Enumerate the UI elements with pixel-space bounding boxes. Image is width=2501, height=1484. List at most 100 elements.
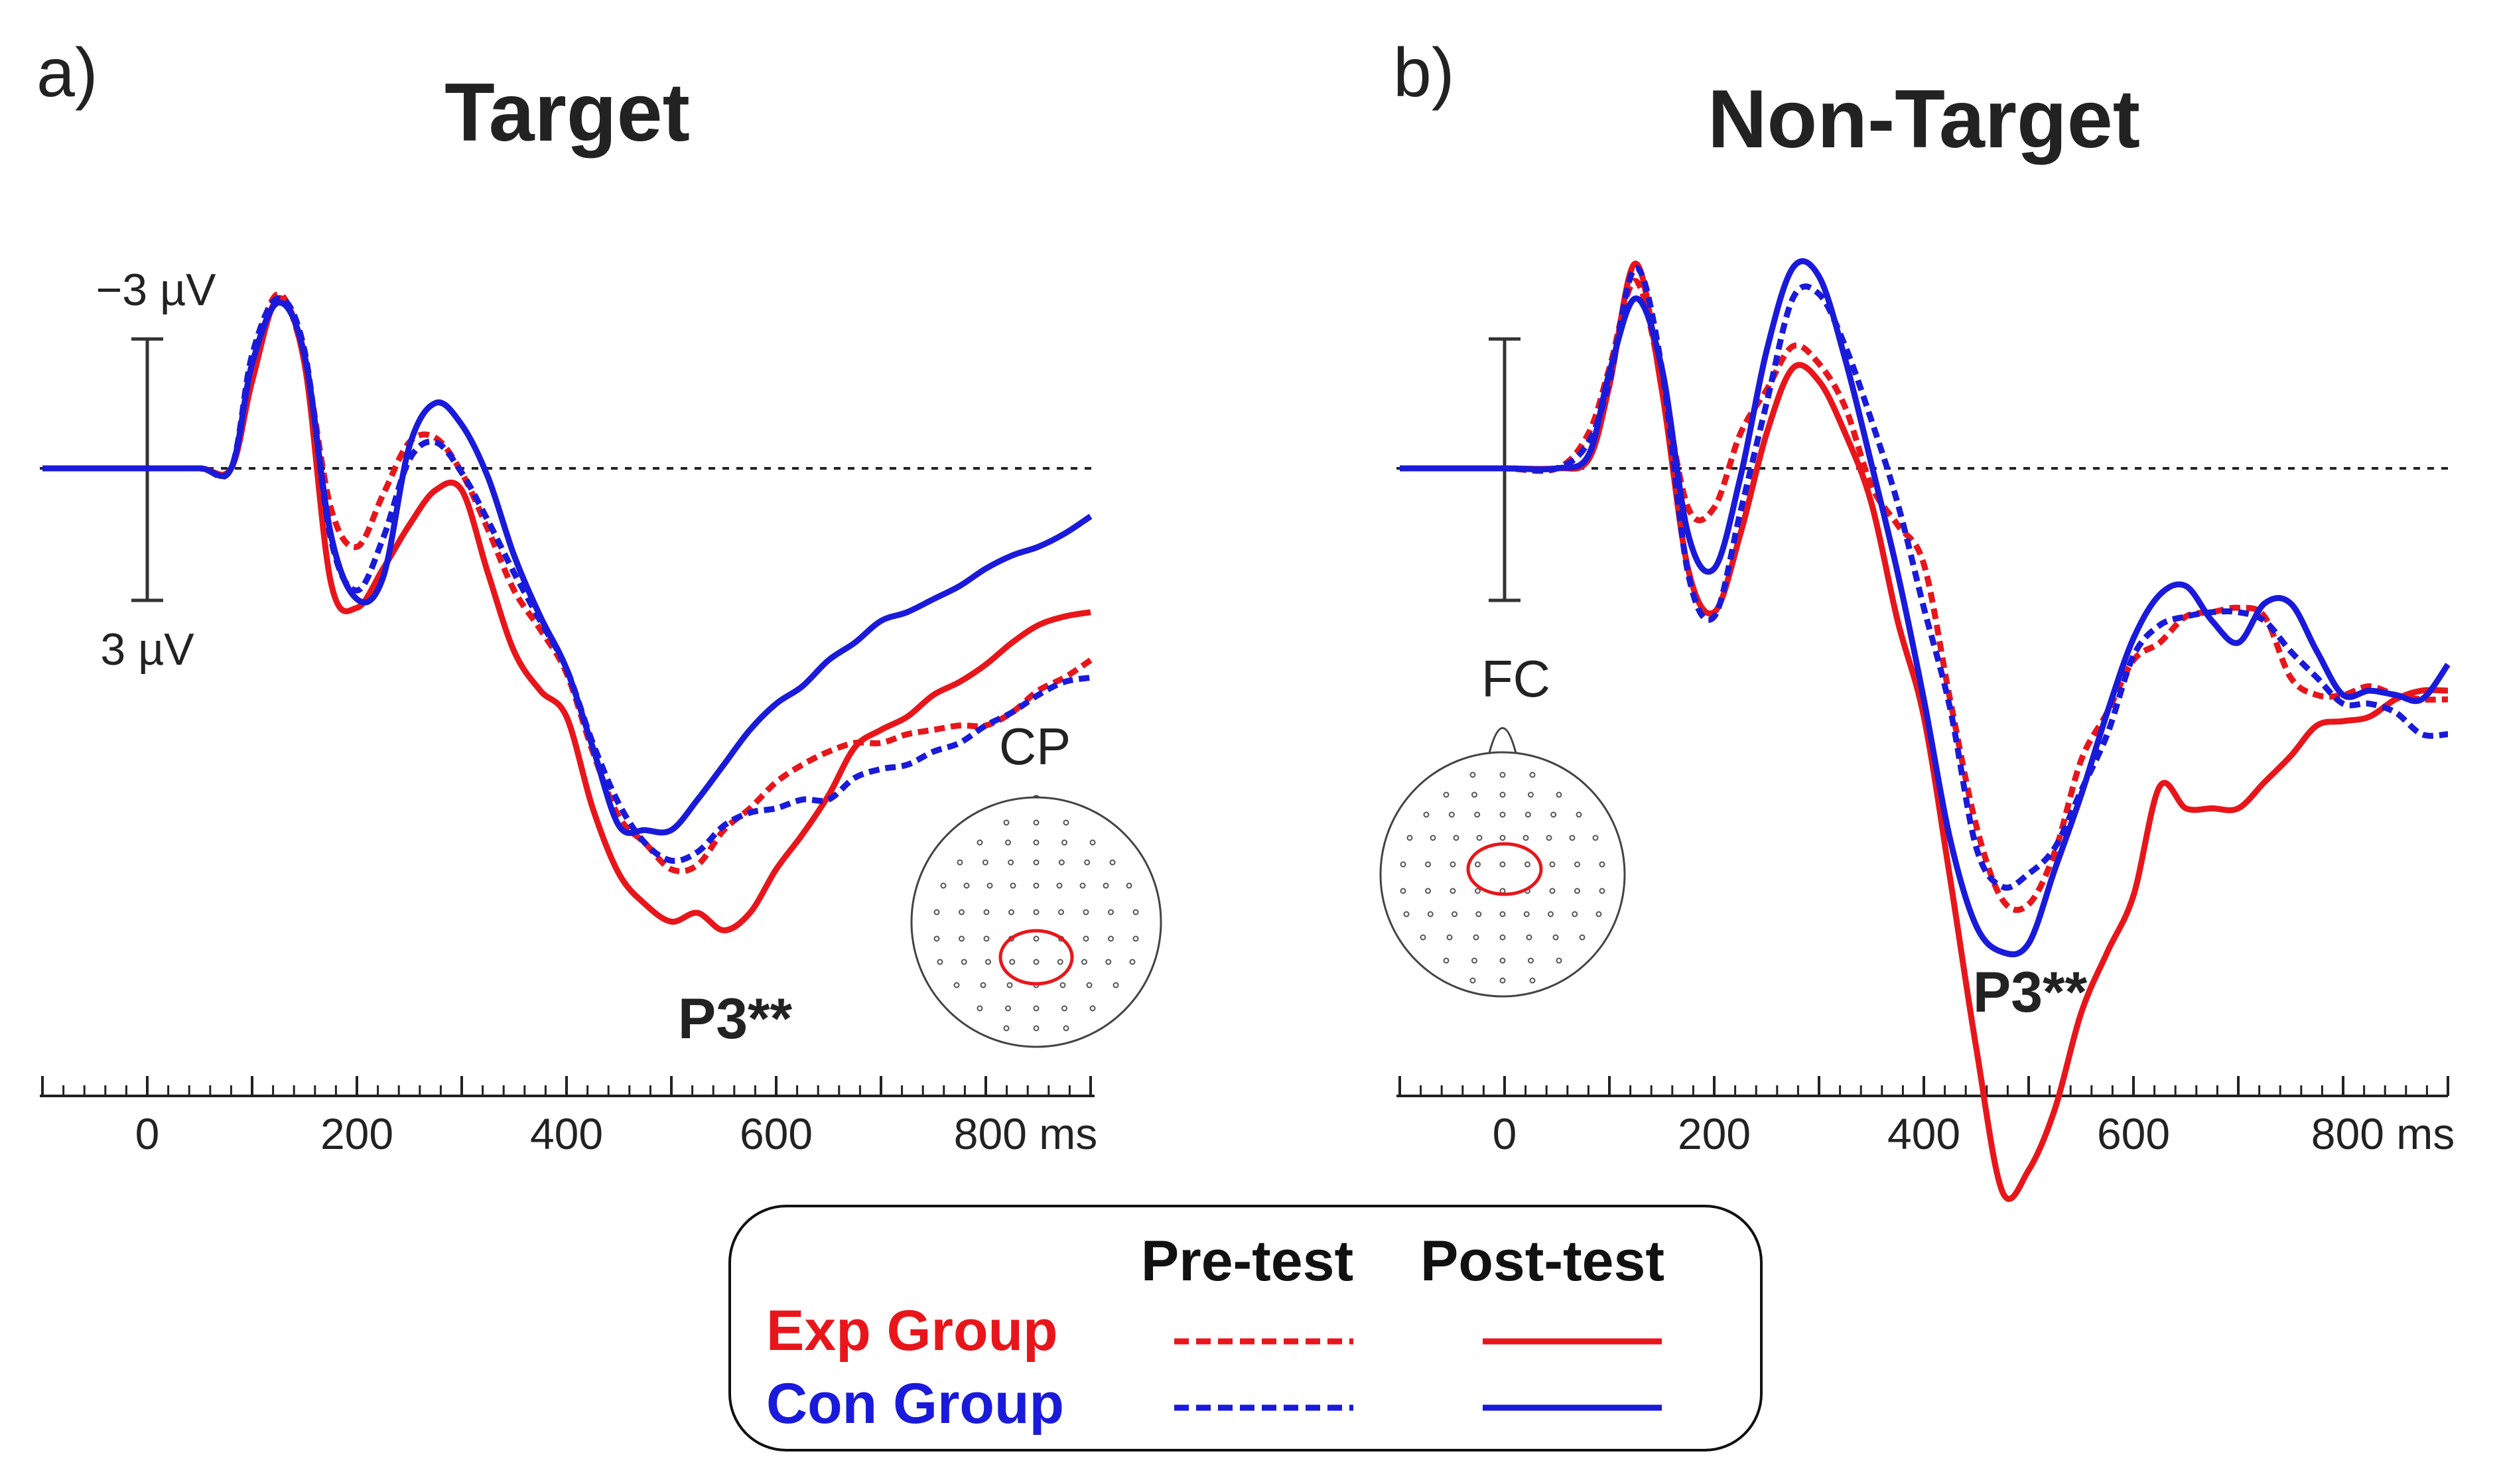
- electrode-dot: [1132, 935, 1139, 942]
- legend-header-post: Post-test: [1420, 1229, 1664, 1293]
- electrode-dot: [1499, 861, 1506, 868]
- electrode-dot: [957, 859, 963, 866]
- x-tick-label-b: 800 ms: [2311, 1109, 2455, 1158]
- electrode-dot: [1084, 859, 1091, 866]
- electrode-dot: [961, 959, 967, 965]
- x-tick-label-b: 200: [1678, 1109, 1751, 1158]
- electrode-dot: [1056, 882, 1063, 889]
- electrode-dot: [1113, 982, 1119, 988]
- electrode-dot: [1033, 1005, 1040, 1012]
- electrode-dot: [1033, 839, 1040, 846]
- electrode-dot: [1548, 911, 1554, 917]
- electrode-dot: [1453, 835, 1459, 841]
- x-tick-label-b: 600: [2097, 1109, 2170, 1158]
- electrode-dot: [1524, 861, 1530, 868]
- electrode-dot: [1599, 861, 1605, 868]
- electrode-dot: [1089, 1005, 1096, 1012]
- electrode-dot: [1499, 791, 1506, 798]
- region-label-fc: FC: [1481, 649, 1550, 708]
- electrode-dot: [1526, 934, 1532, 941]
- electrode-dot: [1499, 934, 1506, 941]
- x-tick-label-a: 800 ms: [954, 1109, 1097, 1158]
- electrode-dot: [1450, 888, 1456, 894]
- panel-title-nontarget: Non-Target: [1708, 74, 2140, 165]
- electrode-dot: [1033, 959, 1040, 965]
- electrode-dot: [1009, 959, 1016, 965]
- peak-label-a: P3**: [678, 987, 793, 1051]
- electrode-dot: [1592, 835, 1599, 841]
- electrode-dot: [1132, 909, 1139, 915]
- electrode-dot: [1522, 835, 1529, 841]
- electrode-dot: [1476, 835, 1483, 841]
- electrodes-a: [933, 819, 1139, 1032]
- roi-ellipse-fc: [1466, 842, 1543, 896]
- electrode-dot: [1443, 791, 1450, 798]
- waveform-con-pre-test-b: [1400, 265, 2449, 891]
- amp-label-top-a: −3 µV: [96, 265, 217, 315]
- scalp-map-cp: [910, 795, 1162, 1048]
- electrode-dot: [1430, 835, 1436, 841]
- electrode-dot: [1499, 911, 1506, 917]
- electrode-dot: [1546, 835, 1552, 841]
- electrode-dot: [1550, 811, 1557, 818]
- waveform-exp-post-test-a: [42, 295, 1091, 933]
- x-tick-label-a: 200: [320, 1109, 393, 1158]
- electrode-dot: [1529, 977, 1536, 984]
- electrode-dot: [1061, 1005, 1067, 1012]
- electrode-dot: [1063, 819, 1069, 826]
- electrode-dot: [1469, 772, 1476, 778]
- electrode-dot: [1475, 861, 1481, 868]
- electrode-dot: [1109, 859, 1116, 866]
- waveforms-target: [42, 291, 1093, 933]
- waveform-exp-pre-test-a: [42, 291, 1093, 874]
- electrode-dot: [1059, 982, 1066, 988]
- panel-letter-a: a): [36, 34, 98, 111]
- electrode-dot: [1529, 772, 1536, 778]
- waveform-exp-post-test-b: [1400, 260, 2449, 1202]
- electrode-dot: [1033, 882, 1040, 889]
- electrode-dot: [1499, 957, 1506, 964]
- electrode-dot: [1033, 859, 1040, 866]
- electrode-dot: [1579, 934, 1586, 941]
- electrode-dot: [1010, 882, 1016, 889]
- electrode-dot: [1569, 835, 1576, 841]
- electrode-dot: [1595, 911, 1602, 917]
- electrode-dot: [1475, 911, 1482, 917]
- electrode-dot: [1033, 1025, 1040, 1032]
- electrode-dot: [977, 1005, 983, 1012]
- x-axis-b: 0 200 400 600 800 ms: [1396, 1076, 2455, 1158]
- electrode-dot: [1524, 811, 1531, 818]
- electrode-dot: [1400, 861, 1406, 868]
- electrode-dot: [1033, 909, 1040, 915]
- electrode-dot: [986, 882, 993, 889]
- electrode-dot: [1108, 935, 1114, 942]
- electrode-dot: [1129, 959, 1136, 965]
- electrode-dot: [1008, 859, 1014, 866]
- electrode-dot: [1556, 957, 1562, 964]
- electrode-dot: [1061, 839, 1067, 846]
- electrode-dot: [1499, 977, 1506, 984]
- x-tick-label-b: 400: [1887, 1109, 1960, 1158]
- waveform-exp-pre-test-b: [1400, 278, 2449, 913]
- electrode-dot: [1450, 861, 1456, 868]
- electrode-dot: [1400, 888, 1406, 894]
- electrode-dot: [1556, 791, 1562, 798]
- electrode-dot: [1427, 911, 1434, 917]
- electrode-dot: [1475, 888, 1481, 894]
- electrode-dot: [1452, 911, 1457, 917]
- peak-label-b: P3**: [1973, 961, 2088, 1024]
- x-tick-label-a: 600: [740, 1109, 813, 1158]
- electrode-dot: [933, 935, 940, 942]
- electrode-dot: [1058, 909, 1064, 915]
- electrode-dot: [1443, 957, 1450, 964]
- panel-title-target: Target: [444, 67, 690, 159]
- legend-box: [728, 1205, 1763, 1451]
- electrode-dot: [1469, 977, 1476, 984]
- electrode-dot: [1425, 888, 1431, 894]
- electrode-dot: [1033, 819, 1040, 826]
- electrode-dot: [977, 839, 983, 846]
- electrode-dot: [983, 935, 990, 942]
- electrode-dot: [1057, 959, 1063, 965]
- electrode-dot: [1403, 911, 1410, 917]
